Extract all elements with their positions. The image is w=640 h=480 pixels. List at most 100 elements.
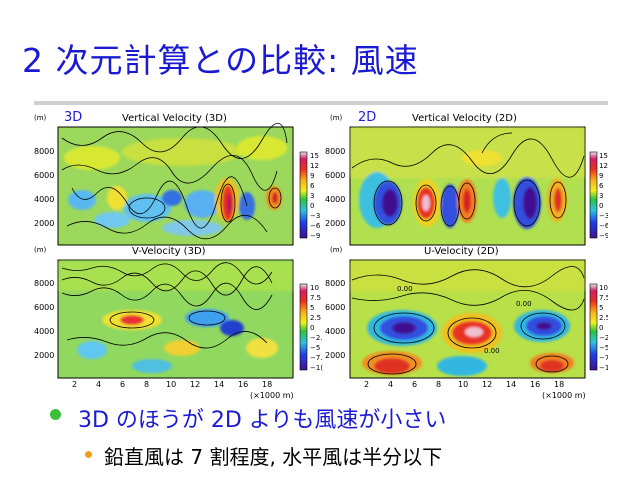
- svg-text:16: 16: [238, 380, 248, 389]
- y-unit: (m): [34, 114, 47, 122]
- svg-text:2.5: 2.5: [310, 314, 321, 322]
- svg-text:−6: −6: [599, 222, 608, 230]
- panel-title: V-Velocity (3D): [132, 246, 206, 257]
- velocity-figure: 3D Vertical Velocity (3D) (m) 8000 6000 …: [34, 110, 608, 400]
- svg-text:18: 18: [262, 380, 272, 389]
- x-axis-unit-right: (×1000 m): [542, 391, 586, 400]
- x-axis-ticks: 2 4 6 8 10 12 14 16 18: [72, 380, 272, 389]
- contour-label: 0.00: [516, 300, 532, 308]
- svg-text:−5: −5: [599, 344, 608, 352]
- svg-text:6: 6: [120, 380, 125, 389]
- colorbar-top-left: 15 12 9 6 3 0 −3 −6 −9: [299, 151, 321, 240]
- panel-title: Vertical Velocity (3D): [122, 113, 227, 124]
- svg-text:2000: 2000: [34, 351, 54, 360]
- svg-text:0: 0: [310, 324, 314, 332]
- svg-text:8000: 8000: [325, 147, 345, 156]
- svg-text:0: 0: [310, 202, 314, 210]
- svg-text:10: 10: [166, 380, 176, 389]
- panel-vertical-velocity-3d: 3D Vertical Velocity (3D) (m) 8000 6000 …: [34, 110, 321, 246]
- panel-u-velocity-2d: U-Velocity (2D) (m) 8000 6000 4000 2000: [325, 246, 608, 389]
- svg-text:6: 6: [599, 182, 604, 190]
- panel-title: U-Velocity (2D): [424, 246, 499, 257]
- svg-text:16: 16: [530, 380, 540, 389]
- svg-text:14: 14: [214, 380, 224, 389]
- svg-text:15: 15: [599, 152, 608, 160]
- bullet-sub: 鉛直風は 7 割程度, 水平風は半分以下: [104, 445, 443, 469]
- panel-title: Vertical Velocity (2D): [412, 113, 517, 124]
- svg-text:12: 12: [482, 380, 492, 389]
- svg-text:0: 0: [599, 324, 603, 332]
- y-axis-ticks: 8000 6000 4000 2000: [34, 147, 54, 228]
- svg-text:6: 6: [310, 182, 315, 190]
- svg-text:4000: 4000: [325, 195, 345, 204]
- label-3d: 3D: [64, 110, 82, 125]
- svg-text:9: 9: [599, 172, 603, 180]
- svg-text:8000: 8000: [325, 279, 345, 288]
- svg-text:4000: 4000: [325, 327, 345, 336]
- svg-text:6: 6: [412, 380, 417, 389]
- contour-label: 0.00: [397, 285, 413, 293]
- bullet-main: 3D のほうが 2D よりも風速が小さい: [78, 408, 447, 433]
- slide-title: 2 次元計算との比較: 風速: [22, 41, 419, 80]
- contour-plot: [57, 122, 294, 246]
- svg-text:−9: −9: [310, 232, 320, 240]
- svg-text:6000: 6000: [34, 303, 54, 312]
- y-unit: (m): [34, 246, 47, 254]
- y-axis-ticks: 8000 6000 4000 2000: [34, 279, 54, 360]
- svg-text:−7.: −7.: [599, 354, 608, 362]
- svg-text:7.5: 7.5: [599, 294, 608, 302]
- svg-text:3: 3: [310, 192, 314, 200]
- contour-label: 0.00: [484, 347, 500, 355]
- svg-text:12: 12: [190, 380, 200, 389]
- y-unit: (m): [330, 246, 343, 254]
- bullet-dot-orange: [85, 451, 92, 458]
- svg-text:−6: −6: [310, 222, 321, 230]
- svg-text:6000: 6000: [325, 303, 345, 312]
- svg-text:9: 9: [310, 172, 314, 180]
- svg-text:10: 10: [310, 284, 319, 292]
- svg-text:2000: 2000: [325, 351, 345, 360]
- y-unit: (m): [330, 114, 343, 122]
- svg-text:2: 2: [72, 380, 77, 389]
- svg-text:4: 4: [388, 380, 393, 389]
- svg-text:−9: −9: [599, 232, 608, 240]
- svg-text:6000: 6000: [34, 171, 54, 180]
- contour-plot: 0.00 0.00 0.00: [349, 259, 586, 379]
- y-axis-ticks: 8000 6000 4000 2000: [325, 147, 345, 228]
- svg-text:12: 12: [599, 162, 608, 170]
- svg-text:−3: −3: [599, 212, 608, 220]
- svg-text:7.5: 7.5: [310, 294, 321, 302]
- svg-text:10: 10: [458, 380, 468, 389]
- x-axis-unit-left: (×1000 m): [250, 391, 294, 400]
- svg-text:15: 15: [310, 152, 319, 160]
- svg-text:4000: 4000: [34, 195, 54, 204]
- colorbar-bottom-left: 10 7.5 5 2.5 0 −2. −5 −7. −1(: [299, 283, 323, 372]
- svg-text:4: 4: [96, 380, 101, 389]
- svg-text:14: 14: [506, 380, 516, 389]
- svg-text:−1(: −1(: [310, 364, 323, 372]
- title-divider: [34, 101, 608, 105]
- svg-text:10: 10: [599, 284, 608, 292]
- svg-text:2: 2: [364, 380, 369, 389]
- label-2d: 2D: [358, 110, 376, 125]
- svg-text:8: 8: [144, 380, 149, 389]
- svg-text:0: 0: [599, 202, 603, 210]
- panel-vertical-velocity-2d: 2D Vertical Velocity (2D) (m) 8000 6000 …: [325, 110, 608, 246]
- svg-text:2000: 2000: [325, 219, 345, 228]
- contour-plot: [57, 259, 294, 379]
- x-axis-ticks: 2 4 6 8 10 12 14 16 18: [364, 380, 564, 389]
- bullet-dot-green: [50, 409, 61, 420]
- svg-text:−5: −5: [310, 344, 320, 352]
- svg-text:3: 3: [599, 192, 603, 200]
- svg-text:4000: 4000: [34, 327, 54, 336]
- svg-text:−3: −3: [310, 212, 320, 220]
- svg-text:12: 12: [310, 162, 319, 170]
- contour-plot: [349, 126, 586, 246]
- svg-text:8000: 8000: [34, 147, 54, 156]
- y-axis-ticks: 8000 6000 4000 2000: [325, 279, 345, 360]
- svg-text:6000: 6000: [325, 171, 345, 180]
- svg-text:−1(: −1(: [599, 364, 608, 372]
- svg-text:2.5: 2.5: [599, 314, 608, 322]
- svg-text:5: 5: [599, 304, 603, 312]
- svg-text:8: 8: [436, 380, 441, 389]
